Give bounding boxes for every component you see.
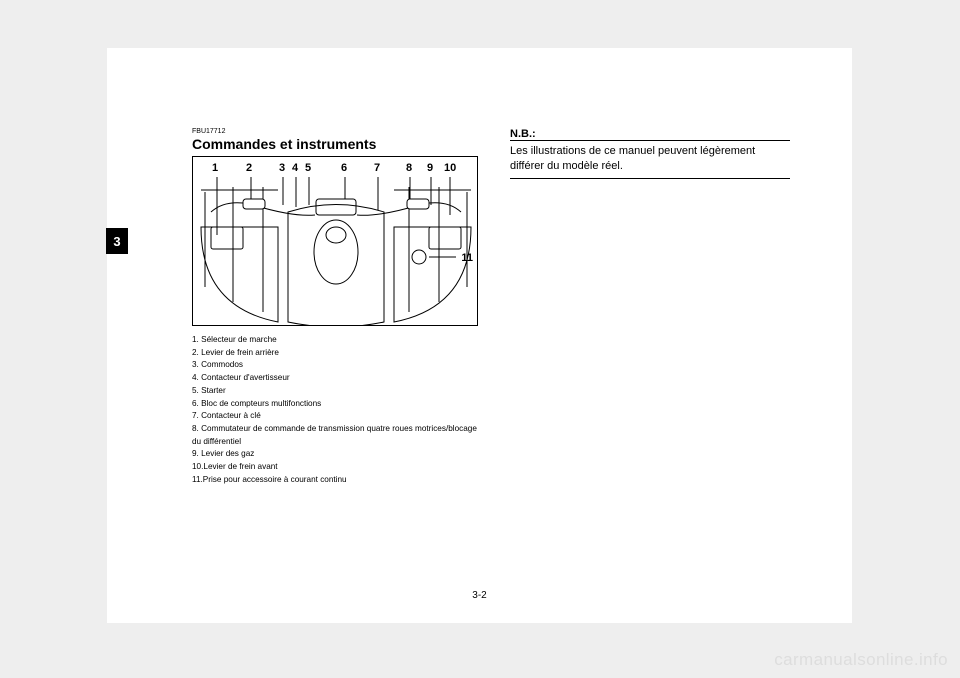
legend-item: 5. Starter bbox=[192, 385, 487, 398]
manual-page: 3 FBU17712 Commandes et instruments 1 2 … bbox=[107, 48, 852, 623]
legend-item: 3. Commodos bbox=[192, 359, 487, 372]
legend-text: Sélecteur de marche bbox=[201, 335, 277, 344]
legend-num: 8. bbox=[192, 424, 199, 433]
legend-text: Levier de frein arrière bbox=[201, 348, 279, 357]
legend-text: Commutateur de commande de transmission … bbox=[192, 424, 477, 446]
legend-num: 11. bbox=[192, 475, 203, 484]
legend-item: 2. Levier de frein arrière bbox=[192, 347, 487, 360]
legend-num: 5. bbox=[192, 386, 199, 395]
legend-text: Contacteur à clé bbox=[201, 411, 261, 420]
content-area: FBU17712 Commandes et instruments 1 2 3 … bbox=[192, 128, 792, 603]
note-body: Les illustrations de ce manuel peuvent l… bbox=[510, 144, 790, 174]
note-label: N.B.: bbox=[510, 128, 790, 141]
legend-text: Contacteur d'avertisseur bbox=[201, 373, 289, 382]
diagram-svg bbox=[193, 157, 478, 326]
legend-item: 4. Contacteur d'avertisseur bbox=[192, 372, 487, 385]
document-code: FBU17712 bbox=[192, 128, 487, 135]
page-number: 3-2 bbox=[107, 590, 852, 601]
legend-num: 6. bbox=[192, 399, 199, 408]
legend-num: 7. bbox=[192, 411, 199, 420]
legend-item: 7. Contacteur à clé bbox=[192, 410, 487, 423]
legend-num: 3. bbox=[192, 360, 199, 369]
legend-item: 8. Commutateur de commande de transmissi… bbox=[192, 423, 487, 448]
section-heading: Commandes et instruments bbox=[192, 136, 487, 152]
legend-text: Starter bbox=[201, 386, 226, 395]
chapter-tab: 3 bbox=[106, 228, 128, 254]
legend-num: 10. bbox=[192, 462, 203, 471]
legend-num: 9. bbox=[192, 449, 199, 458]
watermark: carmanualsonline.info bbox=[774, 650, 948, 670]
right-column: N.B.: Les illustrations de ce manuel peu… bbox=[510, 128, 790, 179]
legend-item: 1. Sélecteur de marche bbox=[192, 334, 487, 347]
legend-item: 6. Bloc de compteurs multifonctions bbox=[192, 398, 487, 411]
legend-num: 4. bbox=[192, 373, 199, 382]
legend-text: Levier des gaz bbox=[201, 449, 254, 458]
legend-num: 2. bbox=[192, 348, 199, 357]
legend-num: 1. bbox=[192, 335, 199, 344]
legend-text: Prise pour accessoire à courant continu bbox=[203, 475, 347, 484]
controls-diagram: 1 2 3 4 5 6 7 8 9 10 11 bbox=[192, 156, 478, 326]
legend-item: 11.Prise pour accessoire à courant conti… bbox=[192, 474, 487, 487]
legend-item: 9. Levier des gaz bbox=[192, 448, 487, 461]
note-rule bbox=[510, 178, 790, 179]
legend-item: 10.Levier de frein avant bbox=[192, 461, 487, 474]
legend-text: Levier de frein avant bbox=[203, 462, 277, 471]
legend-text: Bloc de compteurs multifonctions bbox=[201, 399, 321, 408]
legend-text: Commodos bbox=[201, 360, 243, 369]
left-column: FBU17712 Commandes et instruments 1 2 3 … bbox=[192, 128, 487, 486]
legend-list: 1. Sélecteur de marche 2. Levier de frei… bbox=[192, 334, 487, 486]
